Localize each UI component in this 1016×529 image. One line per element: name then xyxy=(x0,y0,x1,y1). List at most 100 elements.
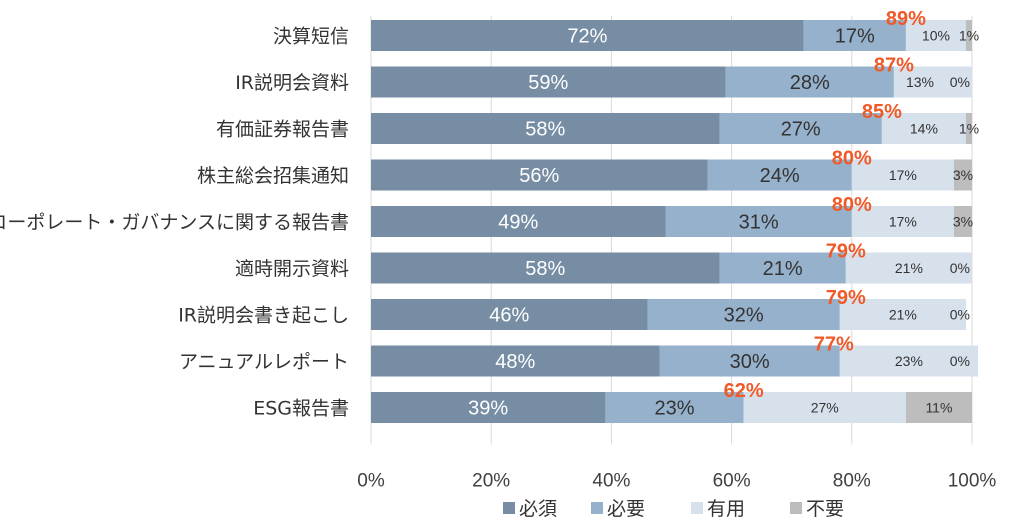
segment-label: 48% xyxy=(495,351,535,373)
total-annotation: 80% xyxy=(832,148,872,170)
bar-segment xyxy=(605,392,744,423)
segment-label: 28% xyxy=(790,72,830,94)
bars xyxy=(371,20,979,423)
segment-label: 23% xyxy=(895,353,923,369)
legend-swatch xyxy=(591,502,603,514)
bar-segment xyxy=(839,345,979,377)
segment-label: 31% xyxy=(739,212,779,234)
segment-label: 21% xyxy=(895,260,923,276)
total-annotation: 79% xyxy=(826,287,866,309)
bar-segment xyxy=(953,159,972,191)
legend-label: 有用 xyxy=(707,498,745,520)
bar-segment xyxy=(905,392,972,423)
segment-label: 27% xyxy=(781,119,821,141)
bar-segment xyxy=(725,66,894,98)
segment-label: 13% xyxy=(906,74,934,90)
category-label: 株主総会招集通知 xyxy=(197,165,349,187)
bar-segment xyxy=(371,299,648,330)
category-label: アニュアルレポート xyxy=(179,351,349,373)
total-annotation: 62% xyxy=(724,380,764,402)
segment-label: 46% xyxy=(489,305,529,327)
category-label: IR説明会書き起こし xyxy=(178,305,349,327)
bar-segment xyxy=(371,345,660,377)
category-label: 有価証券報告書 xyxy=(216,119,349,141)
x-tick-label: 0% xyxy=(357,471,385,492)
segment-label: 21% xyxy=(763,258,803,280)
bar-segment xyxy=(719,252,846,284)
bar-segment xyxy=(371,20,804,51)
segment-label: 27% xyxy=(811,400,839,416)
bar-segment xyxy=(803,20,906,51)
segment-label: 30% xyxy=(730,351,770,373)
segment-label: 0% xyxy=(950,353,970,369)
bar-segment xyxy=(845,252,972,284)
segment-label: 17% xyxy=(889,214,917,230)
bar-segment xyxy=(953,206,972,237)
segment-label: 21% xyxy=(889,307,917,323)
bar-segment xyxy=(719,113,882,144)
bar-segment xyxy=(371,113,720,144)
total-annotation: 80% xyxy=(832,194,872,216)
segment-label: 59% xyxy=(528,72,568,94)
segment-label: 72% xyxy=(567,26,607,48)
segment-label: 10% xyxy=(922,28,950,44)
segment-label: 0% xyxy=(950,74,970,90)
category-label: コーポレート・ガバナンスに関する報告書 xyxy=(0,212,349,234)
segment-label: 32% xyxy=(724,305,764,327)
legend: 必須 必要 有用 不要 xyxy=(503,498,844,520)
segment-label: 23% xyxy=(654,398,694,420)
x-tick-label: 40% xyxy=(592,471,630,492)
segment-label: 39% xyxy=(468,398,508,420)
x-axis-tick-labels: 0% 20% 40% 60% 80% 100% xyxy=(357,471,996,492)
bar-segment xyxy=(659,345,840,377)
legend-swatch xyxy=(503,502,515,514)
segment-label: 1% xyxy=(959,28,979,44)
bar-segment xyxy=(371,206,666,237)
bar-segment xyxy=(893,66,972,98)
segment-label: 11% xyxy=(925,400,952,416)
total-annotation: 85% xyxy=(862,101,902,123)
segment-label: 14% xyxy=(910,121,938,137)
bar-segment xyxy=(881,113,966,144)
segment-label: 49% xyxy=(498,212,538,234)
legend-label: 必須 xyxy=(519,498,557,520)
legend-swatch xyxy=(790,502,802,514)
segment-label: 24% xyxy=(760,165,800,187)
segment-label: 3% xyxy=(953,214,973,230)
bar-segment xyxy=(371,66,726,98)
segment-label: 58% xyxy=(525,119,565,141)
bar-segment xyxy=(965,20,972,51)
segment-label: 17% xyxy=(889,167,917,183)
bar-segment xyxy=(965,113,972,144)
bar-segment xyxy=(371,159,708,191)
bar-segment xyxy=(647,299,840,330)
category-labels: 決算短信 IR説明会資料有価証券報告書株主総会招集通知コーポレート・ガバナンスに関… xyxy=(0,26,349,420)
x-tick-label: 100% xyxy=(948,471,997,492)
x-tick-label: 20% xyxy=(472,471,510,492)
segment-labels: 72% 17% 10% 1% 59% 28% 13% 0% 58% 27% 14% 1% 56% 24% 1… xyxy=(468,26,979,420)
segment-label: 1% xyxy=(959,121,979,137)
bar-segment xyxy=(839,299,966,330)
bar-segment xyxy=(665,206,852,237)
segment-label: 56% xyxy=(519,165,559,187)
segment-label: 3% xyxy=(953,167,973,183)
legend-swatch xyxy=(691,502,703,514)
segment-label: 0% xyxy=(950,307,970,323)
total-annotation: 87% xyxy=(874,55,914,77)
legend-label: 不要 xyxy=(806,498,844,520)
category-label: 適時開示資料 xyxy=(235,258,349,280)
total-annotation: 77% xyxy=(814,334,854,356)
bar-segment xyxy=(905,20,966,51)
total-annotation: 79% xyxy=(826,241,866,263)
bar-segment xyxy=(743,392,906,423)
x-tick-label: 60% xyxy=(713,471,751,492)
bar-segment xyxy=(851,206,954,237)
segment-label: 0% xyxy=(950,260,970,276)
bar-segment xyxy=(851,159,954,191)
segment-label: 58% xyxy=(525,258,565,280)
category-label: IR説明会資料 xyxy=(235,72,349,94)
legend-label: 必要 xyxy=(607,498,645,520)
category-label: 決算短信 xyxy=(273,26,349,48)
x-tick-label: 80% xyxy=(833,471,871,492)
